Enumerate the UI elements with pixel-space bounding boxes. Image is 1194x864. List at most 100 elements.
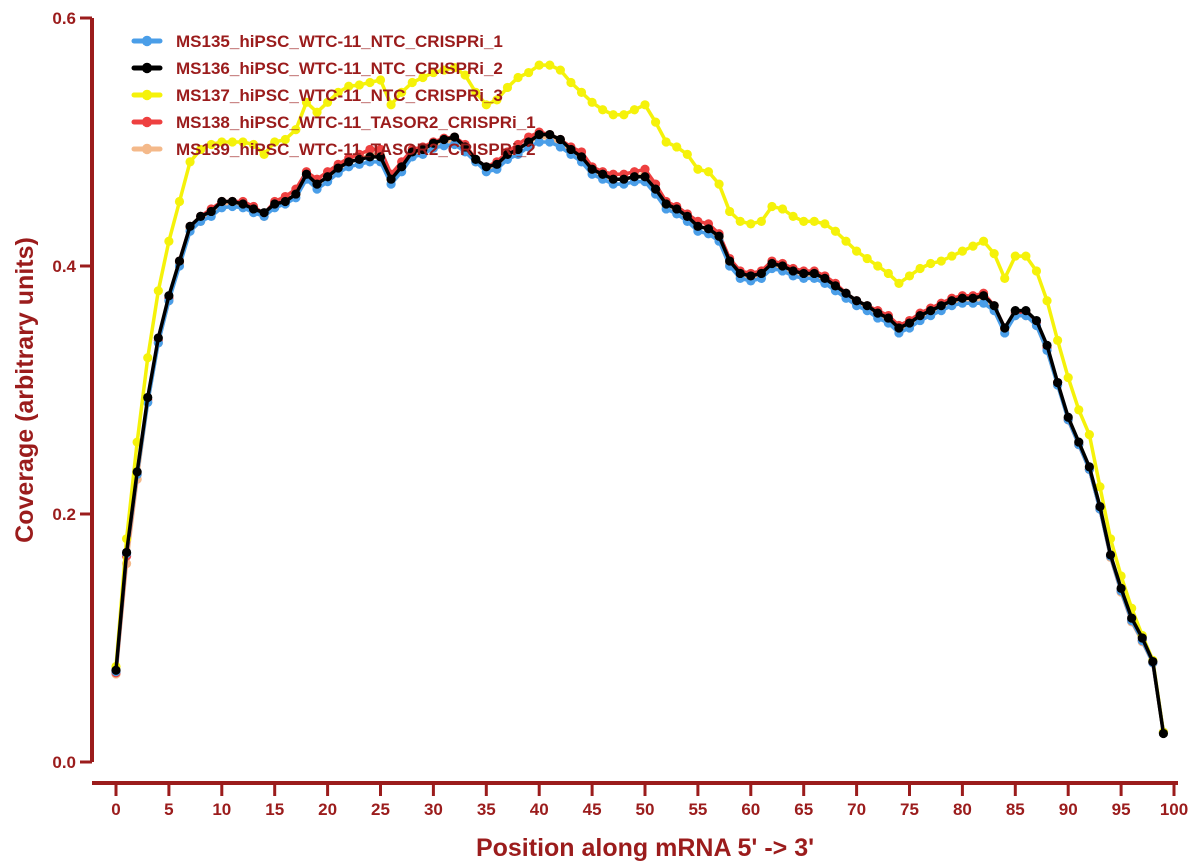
data-point [375, 75, 386, 85]
data-point [1095, 501, 1105, 512]
legend-marker [141, 143, 153, 155]
data-point [545, 129, 555, 140]
data-point [576, 152, 587, 162]
data-point [830, 281, 841, 291]
data-point [513, 144, 523, 155]
data-point [1105, 550, 1116, 560]
data-point [883, 268, 893, 279]
data-point [259, 149, 269, 159]
data-point [217, 196, 227, 207]
data-point [682, 211, 692, 221]
data-point [270, 199, 280, 209]
x-tick-label: 85 [1006, 800, 1025, 819]
data-point [862, 253, 872, 264]
data-point [280, 134, 290, 145]
legend-label: MS136_hiPSC_WTC-11_NTC_CRISPRi_2 [176, 59, 503, 78]
legend-label: MS139_hiPSC_WTC-11_TASOR2_CRISPRi_2 [176, 140, 536, 159]
x-tick-label: 45 [583, 800, 602, 819]
data-point [756, 268, 766, 279]
data-point [291, 189, 301, 199]
data-point [1084, 462, 1094, 472]
data-point [693, 164, 703, 174]
data-point [365, 152, 375, 162]
legend-label: MS138_hiPSC_WTC-11_TASOR2_CRISPRi_1 [176, 113, 536, 132]
data-point [703, 224, 714, 234]
data-point [587, 164, 597, 174]
data-point [227, 196, 237, 207]
x-tick-label: 90 [1059, 800, 1078, 819]
data-point [545, 137, 555, 147]
data-point [650, 184, 661, 194]
data-point [280, 196, 290, 207]
data-point [799, 216, 809, 226]
data-point [788, 266, 798, 276]
series-line [114, 140, 1166, 733]
data-point [1137, 633, 1147, 643]
x-tick-label: 95 [1112, 800, 1131, 819]
data-point [576, 87, 587, 97]
data-point [1116, 583, 1126, 594]
data-point [153, 286, 163, 296]
series-line [114, 63, 1166, 733]
data-point [661, 199, 671, 209]
data-point [153, 333, 163, 343]
data-point [534, 60, 544, 70]
data-point [629, 172, 640, 182]
legend-marker [141, 89, 153, 101]
x-tick-label: 20 [318, 800, 337, 819]
data-point [323, 97, 333, 107]
data-point [852, 296, 862, 306]
data-point [174, 196, 185, 207]
data-point [418, 144, 428, 155]
data-point [904, 271, 915, 281]
data-point [926, 306, 936, 316]
data-point [947, 251, 957, 261]
data-point [1000, 273, 1010, 283]
data-point [164, 291, 174, 301]
data-point [375, 152, 386, 162]
data-point [534, 137, 544, 147]
data-point [989, 249, 999, 259]
data-point [566, 144, 576, 155]
x-tick-label: 35 [477, 800, 496, 819]
data-point [714, 179, 724, 189]
data-point [121, 547, 132, 558]
y-tick-label: 0.0 [52, 753, 76, 772]
data-point [238, 199, 248, 209]
data-point [756, 216, 766, 226]
legend-item: MS137_hiPSC_WTC-11_NTC_CRISPRi_3 [131, 86, 503, 105]
data-point [354, 80, 364, 90]
data-point [111, 665, 121, 675]
data-point [217, 137, 227, 147]
data-point [873, 308, 883, 318]
data-point [767, 258, 777, 269]
data-point [1158, 728, 1169, 739]
data-point [862, 301, 872, 311]
data-point [693, 221, 703, 231]
data-point [608, 174, 618, 184]
data-point [1084, 430, 1094, 440]
data-point [312, 107, 322, 117]
data-point [439, 134, 449, 145]
data-point [1021, 306, 1031, 316]
data-point [841, 288, 851, 298]
legend: MS135_hiPSC_WTC-11_NTC_CRISPRi_1 MS136_hi… [131, 32, 536, 159]
data-point [672, 204, 682, 214]
data-point [248, 139, 259, 150]
data-point [1053, 377, 1063, 388]
data-point [936, 256, 946, 266]
data-point [174, 256, 185, 266]
data-point [777, 261, 788, 271]
data-point [799, 268, 809, 279]
data-point [301, 169, 312, 179]
data-point [767, 201, 777, 212]
data-point [259, 208, 269, 218]
data-point [545, 60, 555, 70]
data-point [746, 271, 756, 281]
data-point [312, 179, 322, 189]
data-point [1042, 296, 1052, 306]
data-point [206, 206, 216, 217]
data-point [1042, 340, 1052, 350]
data-point [375, 144, 386, 155]
